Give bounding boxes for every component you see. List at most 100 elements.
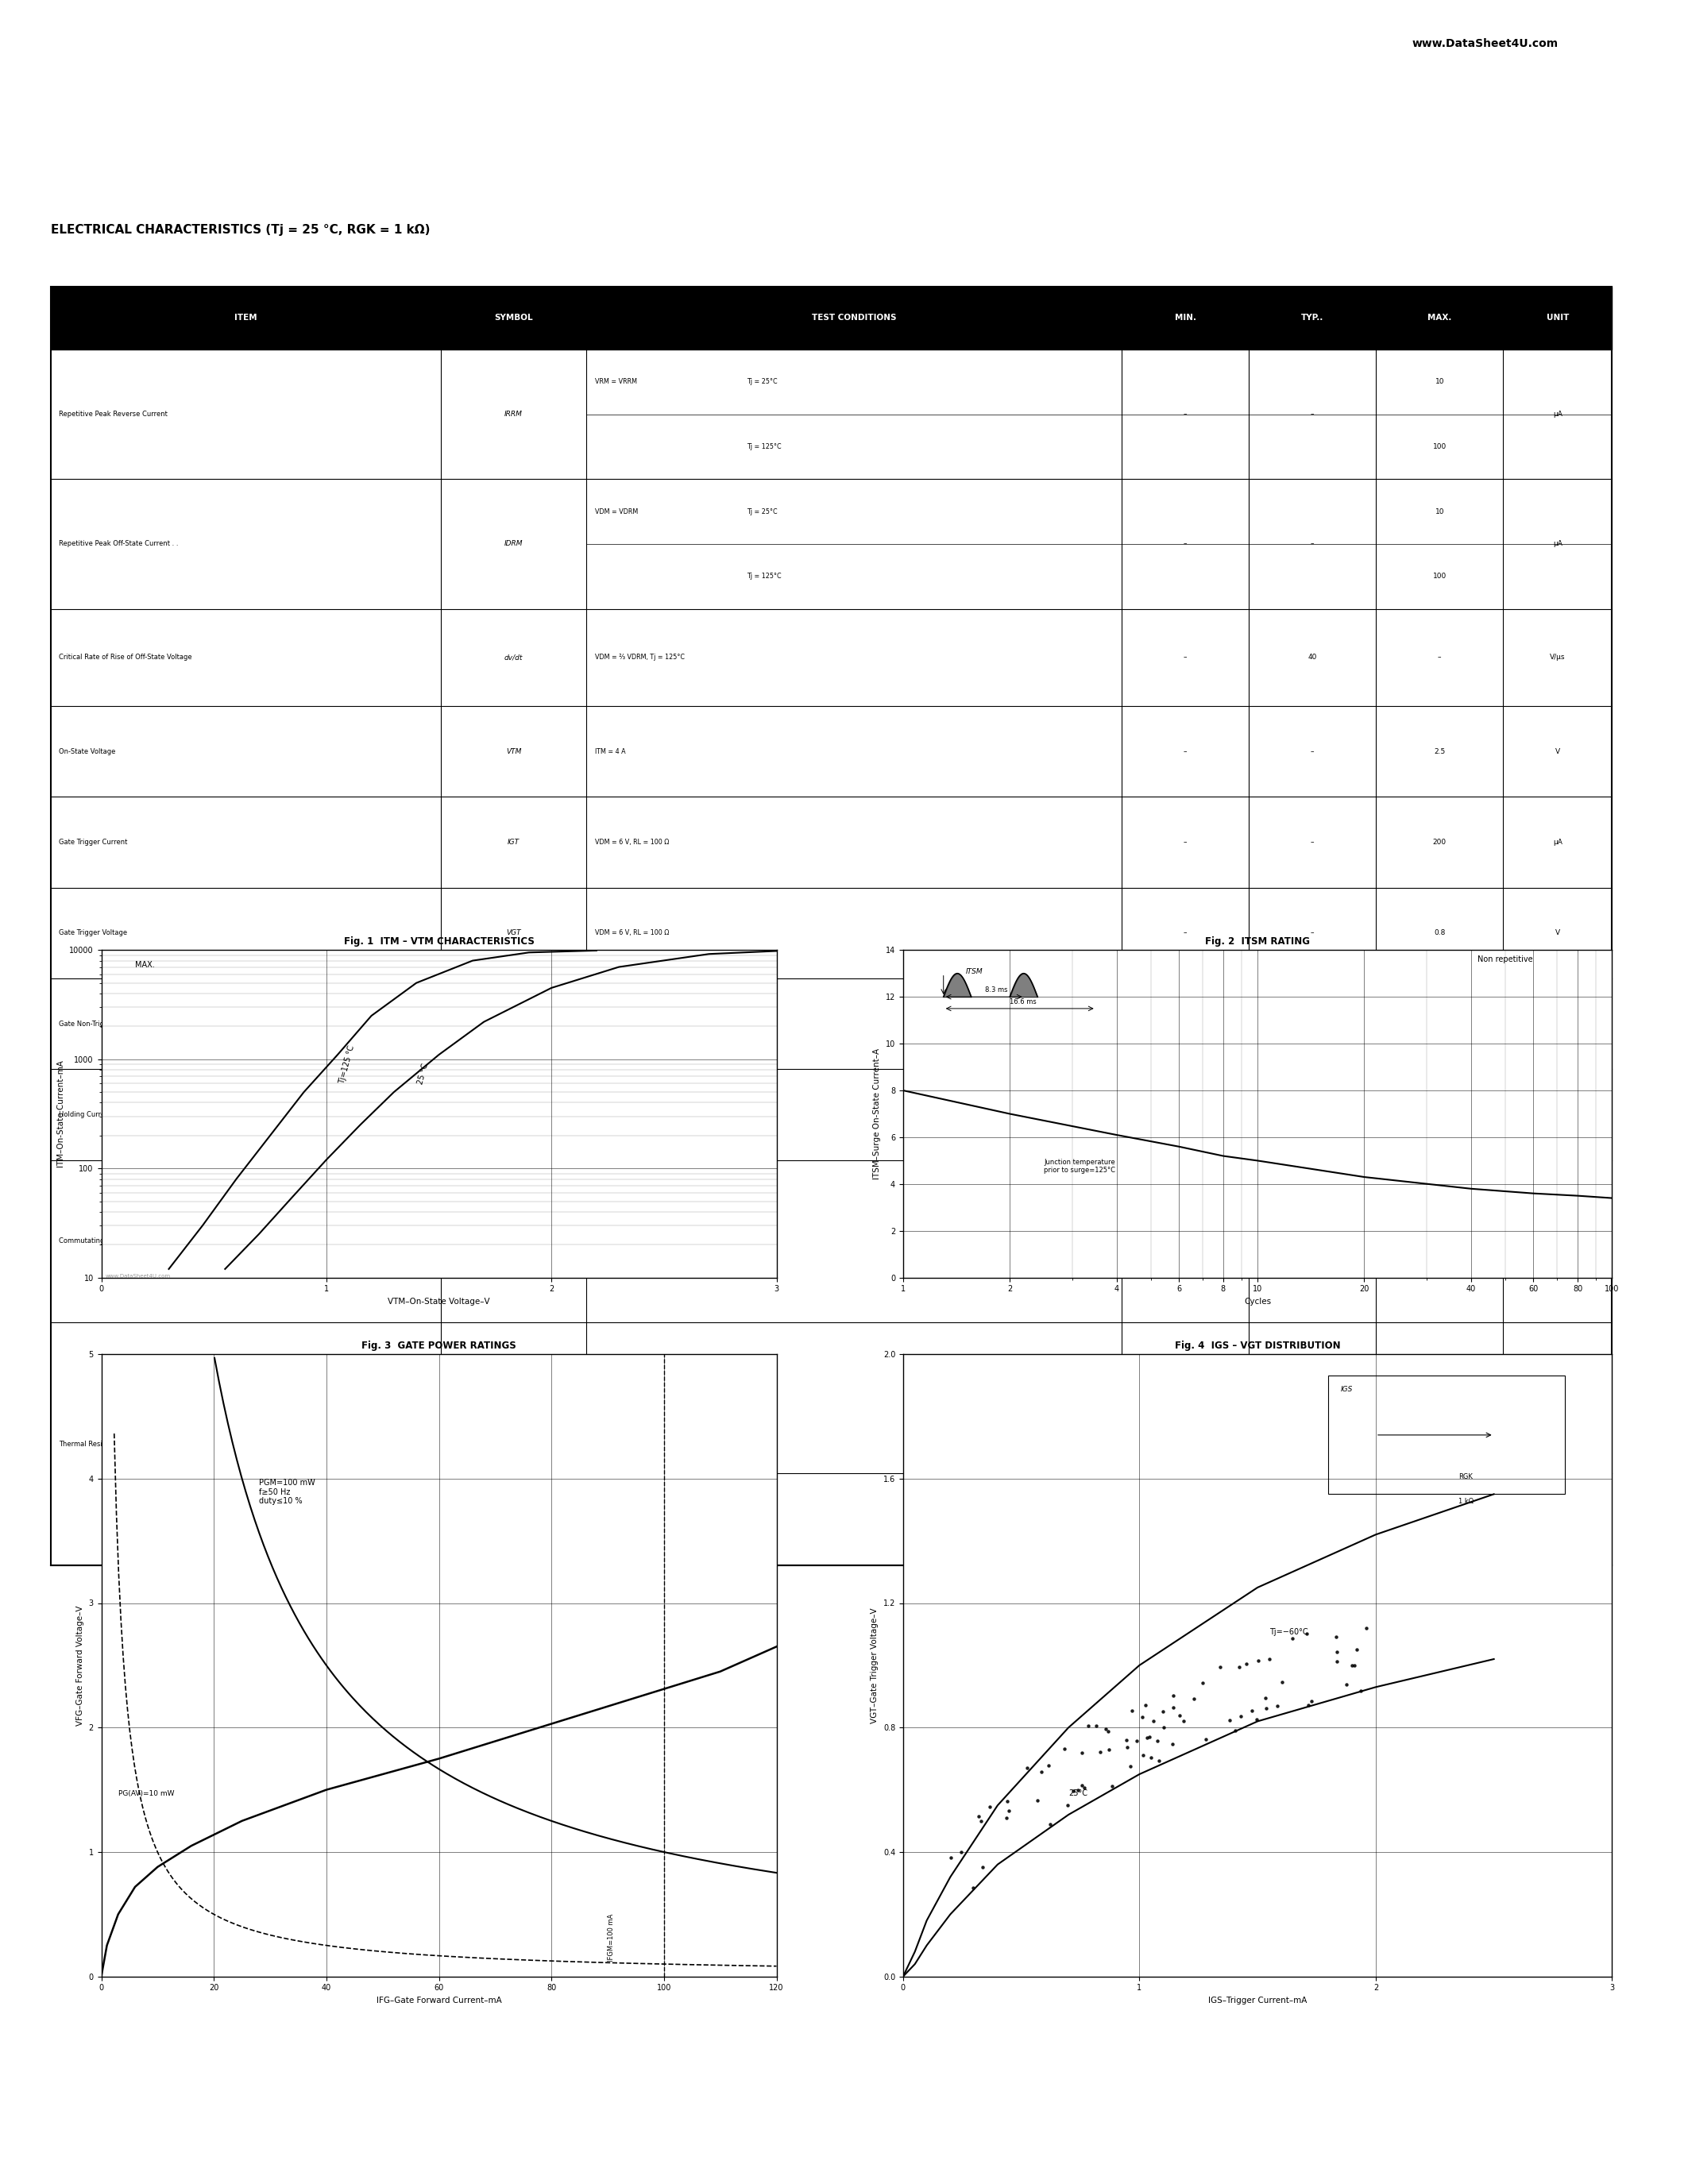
- Point: [1092, 1712, 1119, 1747]
- Point: [1166, 1699, 1193, 1734]
- Point: [1087, 1734, 1114, 1769]
- Point: [1207, 1649, 1234, 1684]
- Text: –: –: [1183, 839, 1187, 845]
- Text: –: –: [1310, 411, 1315, 417]
- Text: V: V: [1555, 747, 1560, 756]
- Text: TYP..: TYP..: [1301, 314, 1323, 321]
- Text: –: –: [1310, 747, 1315, 756]
- Text: www.DataSheet4U.com: www.DataSheet4U.com: [1413, 37, 1558, 50]
- Point: [1170, 1704, 1197, 1738]
- Text: VDM = VDRM: VDM = VDRM: [594, 509, 638, 515]
- Point: [1112, 1723, 1139, 1758]
- Text: –: –: [1183, 411, 1187, 417]
- Text: 2.5: 2.5: [1433, 747, 1445, 756]
- Point: [1036, 1806, 1063, 1841]
- Bar: [51, 286, 1612, 349]
- Text: 03P2M (03P2M / 03P4M): 03P2M (03P2M / 03P4M): [17, 35, 240, 52]
- Text: 10: 10: [1435, 509, 1445, 515]
- Point: [1252, 1690, 1280, 1725]
- Point: [1225, 1649, 1252, 1684]
- Point: [1150, 1710, 1177, 1745]
- Text: IGT: IGT: [508, 839, 520, 845]
- Point: [976, 1789, 1003, 1824]
- Text: Junction to Ambient: Junction to Ambient: [594, 1516, 658, 1522]
- Point: [1060, 1773, 1087, 1808]
- Point: [1160, 1690, 1187, 1725]
- Text: VDM = 6 V, RL = 100 Ω: VDM = 6 V, RL = 100 Ω: [594, 930, 668, 937]
- X-axis label: IGS–Trigger Current–mA: IGS–Trigger Current–mA: [1209, 1996, 1307, 2005]
- Text: Holding Current: Holding Current: [59, 1112, 111, 1118]
- Point: [959, 1870, 986, 1904]
- Point: [994, 1793, 1021, 1828]
- Text: Commutating Turn-Off Time: Commutating Turn-Off Time: [59, 1238, 152, 1245]
- Point: [1352, 1610, 1379, 1645]
- Point: [1099, 1769, 1126, 1804]
- Point: [1070, 1771, 1097, 1806]
- Point: [1025, 1782, 1052, 1817]
- Text: RGK: RGK: [1458, 1472, 1472, 1481]
- Text: ITEM: ITEM: [235, 314, 257, 321]
- Text: Tj=125 °C: Tj=125 °C: [338, 1044, 356, 1085]
- Text: VDM = 24 V, ITM = 4 A: VDM = 24 V, ITM = 4 A: [594, 1112, 668, 1118]
- Text: MAX.: MAX.: [1428, 314, 1452, 321]
- Text: 0.47/c.  ...: 0.47/c. ...: [1013, 37, 1116, 50]
- Point: [993, 1800, 1020, 1835]
- Text: VRM = VRRM: VRM = VRRM: [594, 378, 636, 384]
- Point: [1146, 1743, 1173, 1778]
- Point: [937, 1841, 964, 1876]
- Text: μA: μA: [1553, 539, 1563, 548]
- Text: 0.1: 0.1: [1180, 1020, 1192, 1026]
- Text: On-State Voltage: On-State Voltage: [59, 747, 116, 756]
- Text: dv/dt: dv/dt: [505, 653, 523, 662]
- Y-axis label: VFG–Gate Forward Voltage–V: VFG–Gate Forward Voltage–V: [76, 1605, 84, 1725]
- Text: mA: mA: [1551, 1112, 1563, 1118]
- Text: TEST CONDITIONS: TEST CONDITIONS: [812, 314, 896, 321]
- Text: MIN.: MIN.: [1175, 314, 1197, 321]
- Text: IFGM=100 mA: IFGM=100 mA: [608, 1913, 614, 1961]
- Point: [1117, 1693, 1144, 1728]
- Point: [1116, 1749, 1143, 1784]
- Point: [1138, 1741, 1165, 1776]
- Text: –: –: [1183, 539, 1187, 548]
- Text: 5: 5: [1436, 1112, 1442, 1118]
- Text: 230: 230: [1433, 1516, 1447, 1522]
- Text: Repetitive Peak Off-State Current . .: Repetitive Peak Off-State Current . .: [59, 539, 179, 548]
- Point: [1217, 1704, 1244, 1738]
- Text: –: –: [1183, 1112, 1187, 1118]
- Point: [994, 1784, 1021, 1819]
- Point: [1192, 1721, 1219, 1756]
- Point: [1344, 1631, 1371, 1666]
- Text: Tj = 25°C: Tj = 25°C: [746, 509, 776, 515]
- Text: 100: 100: [1433, 572, 1447, 581]
- Title: Fig. 1  ITM – VTM CHARACTERISTICS: Fig. 1 ITM – VTM CHARACTERISTICS: [344, 937, 533, 948]
- Point: [1013, 1749, 1040, 1784]
- Text: –: –: [1438, 1020, 1442, 1026]
- Point: [1035, 1747, 1062, 1782]
- Point: [1143, 1723, 1170, 1758]
- Point: [1252, 1679, 1280, 1714]
- X-axis label: VTM–On-State Voltage–V: VTM–On-State Voltage–V: [388, 1297, 490, 1306]
- Point: [1133, 1688, 1160, 1723]
- X-axis label: IFG–Gate Forward Current–mA: IFG–Gate Forward Current–mA: [376, 1996, 501, 2005]
- Point: [1323, 1645, 1350, 1679]
- Point: [1339, 1649, 1366, 1684]
- Text: –: –: [1183, 1238, 1187, 1245]
- Point: [1227, 1699, 1254, 1734]
- Y-axis label: ITSM–Surge On-State Current–A: ITSM–Surge On-State Current–A: [873, 1048, 881, 1179]
- Text: V: V: [1555, 1020, 1560, 1026]
- Text: SYMBOL: SYMBOL: [495, 314, 533, 321]
- Text: 8.3 ms: 8.3 ms: [984, 987, 1008, 994]
- Text: Thermal Resistance: Thermal Resistance: [59, 1439, 125, 1448]
- Text: Tj = 125°C: Tj = 125°C: [746, 443, 782, 450]
- Text: UNIT: UNIT: [1546, 314, 1568, 321]
- Text: Junction temperature
prior to surge=125°C: Junction temperature prior to surge=125°…: [1045, 1158, 1116, 1175]
- Text: 25: 25: [1308, 1238, 1317, 1245]
- Point: [1052, 1732, 1079, 1767]
- Text: PGM=100 mW
f≥50 Hz
duty≤10 %: PGM=100 mW f≥50 Hz duty≤10 %: [258, 1479, 316, 1505]
- Text: Rth(j-a): Rth(j-a): [503, 1516, 525, 1522]
- Text: 0.8: 0.8: [1433, 930, 1445, 937]
- Text: VDM = ½ VDRM, Tj = 125°C: VDM = ½ VDRM, Tj = 125°C: [594, 1020, 684, 1026]
- Text: –: –: [1310, 930, 1315, 937]
- Point: [1222, 1714, 1249, 1749]
- Point: [1139, 1704, 1166, 1738]
